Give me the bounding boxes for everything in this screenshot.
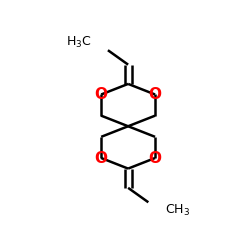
Text: O: O xyxy=(148,150,162,166)
Text: O: O xyxy=(95,87,108,102)
Text: $\mathregular{CH_3}$: $\mathregular{CH_3}$ xyxy=(165,202,190,218)
Text: O: O xyxy=(148,87,162,102)
Text: O: O xyxy=(95,150,108,166)
Text: $\mathregular{H_3C}$: $\mathregular{H_3C}$ xyxy=(66,35,92,50)
